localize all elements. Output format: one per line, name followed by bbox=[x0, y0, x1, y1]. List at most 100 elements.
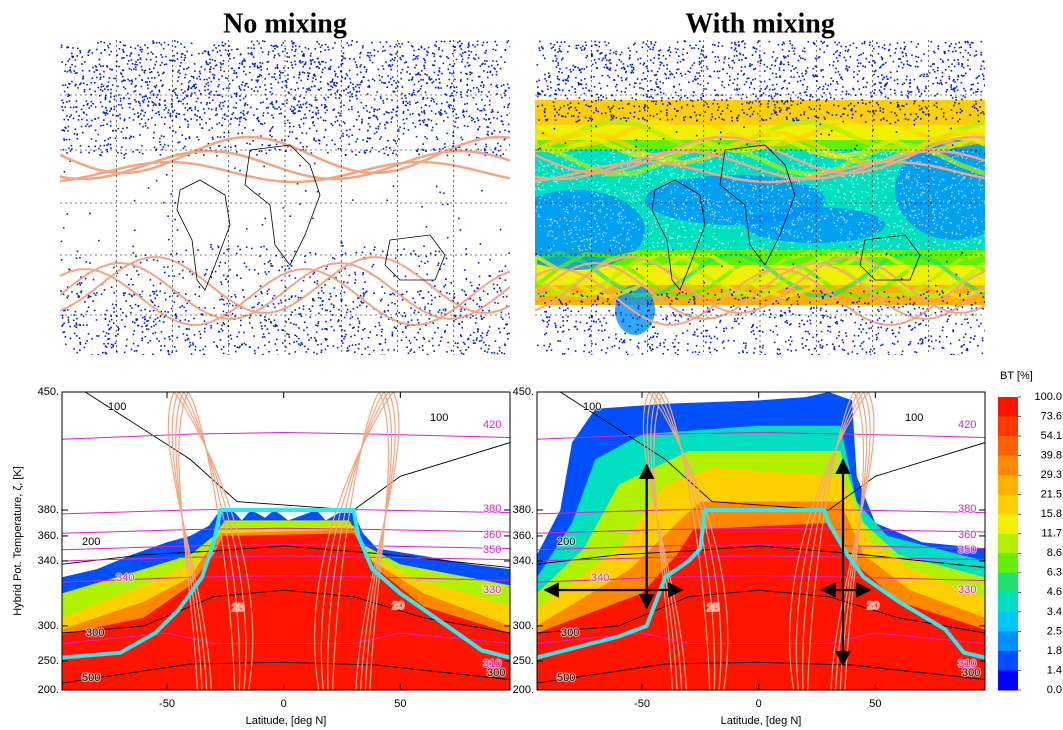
speckle bbox=[637, 218, 639, 221]
speckle bbox=[687, 152, 689, 155]
trajectory-point bbox=[86, 324, 88, 326]
speckle bbox=[686, 155, 688, 158]
speckle bbox=[906, 176, 908, 178]
speckle bbox=[782, 232, 785, 234]
trajectory-point bbox=[394, 303, 396, 305]
trajectory-point bbox=[102, 330, 105, 333]
trajectory-point bbox=[205, 63, 208, 65]
trajectory-point bbox=[342, 245, 344, 247]
trajectory-point bbox=[458, 217, 460, 220]
speckle bbox=[726, 187, 728, 189]
trajectory-point bbox=[130, 59, 133, 61]
trajectory-point bbox=[84, 301, 86, 303]
speckle bbox=[639, 199, 641, 201]
trajectory-point bbox=[208, 68, 211, 71]
trajectory-point bbox=[366, 140, 368, 143]
trajectory-point bbox=[169, 59, 171, 62]
speckle bbox=[640, 174, 642, 176]
trajectory-point bbox=[374, 108, 376, 111]
trajectory-point bbox=[315, 106, 318, 109]
trajectory-point bbox=[288, 56, 291, 58]
speckle bbox=[538, 167, 540, 169]
trajectory-point bbox=[177, 76, 180, 78]
speckle bbox=[877, 182, 879, 184]
trajectory-point bbox=[423, 109, 425, 112]
trajectory-point bbox=[149, 58, 152, 61]
trajectory-point bbox=[395, 43, 398, 46]
trajectory-point bbox=[356, 73, 359, 76]
trajectory-point bbox=[461, 111, 464, 113]
trajectory-point bbox=[282, 329, 285, 331]
trajectory-point bbox=[366, 110, 368, 112]
speckle bbox=[604, 223, 606, 225]
trajectory-point bbox=[153, 146, 156, 149]
trajectory-point bbox=[192, 343, 194, 346]
trajectory-point bbox=[451, 94, 453, 97]
trajectory-point bbox=[178, 273, 181, 275]
trajectory-point bbox=[97, 42, 99, 44]
trajectory-point bbox=[135, 85, 137, 87]
speckle bbox=[916, 180, 918, 182]
trajectory-point bbox=[409, 342, 412, 344]
trajectory-point bbox=[446, 132, 448, 135]
trajectory-point bbox=[376, 334, 378, 336]
speckle bbox=[937, 152, 940, 154]
speckle bbox=[653, 246, 655, 249]
speckle bbox=[642, 204, 644, 207]
trajectory-point bbox=[264, 40, 266, 43]
trajectory-point bbox=[281, 266, 284, 268]
speckle bbox=[708, 185, 711, 187]
speckle bbox=[798, 215, 801, 218]
trajectory-point bbox=[460, 91, 462, 93]
trajectory-point bbox=[439, 268, 441, 271]
speckle bbox=[958, 175, 960, 177]
trajectory-point bbox=[457, 116, 459, 119]
trajectory-point bbox=[222, 352, 225, 355]
speckle bbox=[671, 202, 673, 205]
trajectory-point bbox=[123, 294, 125, 297]
trajectory-point bbox=[257, 272, 260, 275]
trajectory-point bbox=[503, 138, 506, 141]
speckle bbox=[977, 154, 979, 156]
speckle bbox=[872, 187, 875, 189]
trajectory-point bbox=[139, 134, 141, 136]
speckle bbox=[917, 217, 919, 219]
trajectory-point bbox=[80, 290, 83, 292]
trajectory-point bbox=[157, 111, 160, 114]
speckle bbox=[563, 154, 566, 157]
speckle bbox=[637, 197, 640, 200]
speckle bbox=[752, 189, 754, 192]
trajectory-point bbox=[204, 307, 206, 309]
trajectory-point bbox=[154, 318, 157, 321]
speckle bbox=[696, 157, 698, 159]
trajectory-point bbox=[117, 103, 120, 106]
speckle bbox=[891, 232, 893, 235]
trajectory-point bbox=[94, 145, 96, 148]
speckle bbox=[961, 157, 964, 159]
trajectory-point bbox=[460, 335, 463, 338]
speckle bbox=[618, 215, 621, 217]
speckle bbox=[551, 235, 553, 237]
trajectory-point bbox=[221, 124, 223, 127]
trajectory-point bbox=[438, 309, 441, 311]
trajectory-point bbox=[150, 71, 153, 73]
speckle bbox=[560, 200, 562, 203]
speckle bbox=[808, 150, 810, 152]
trajectory-point bbox=[294, 63, 297, 66]
speckle bbox=[873, 166, 875, 169]
trajectory-point bbox=[438, 344, 440, 347]
trajectory-point bbox=[383, 113, 386, 116]
trajectory-point bbox=[451, 92, 453, 95]
trajectory-point bbox=[459, 229, 462, 231]
trajectory-point bbox=[498, 149, 500, 152]
trajectory-point bbox=[297, 343, 300, 345]
trajectory-point bbox=[259, 255, 261, 257]
trajectory-point bbox=[266, 293, 269, 295]
trajectory-point bbox=[448, 292, 451, 295]
trajectory-point bbox=[146, 127, 149, 129]
speckle bbox=[789, 199, 792, 201]
speckle bbox=[771, 187, 773, 189]
trajectory-point bbox=[239, 120, 241, 123]
trajectory-point bbox=[72, 106, 75, 109]
speckle bbox=[682, 170, 684, 172]
